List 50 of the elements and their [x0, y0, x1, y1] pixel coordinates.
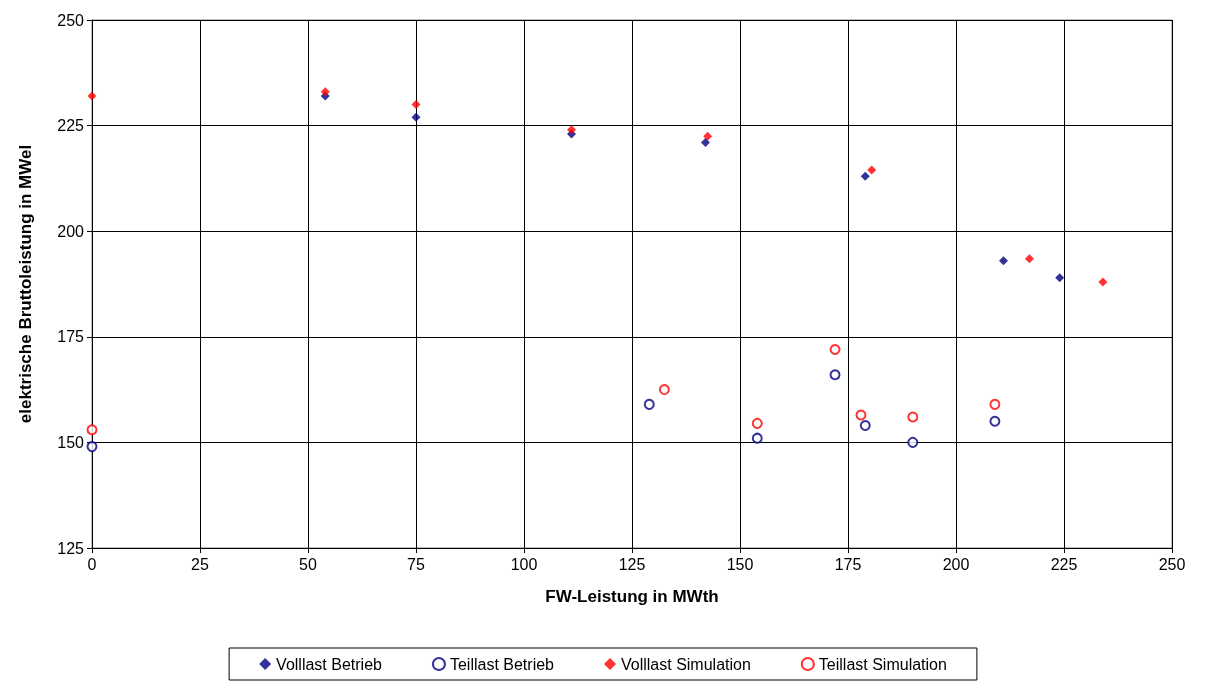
y-tick-label: 200 [57, 222, 85, 240]
point [643, 398, 655, 410]
x-tick-label: 200 [942, 555, 970, 573]
point [859, 420, 871, 431]
point [86, 424, 98, 436]
x-tick-label: 150 [726, 555, 754, 573]
legend-label: Teillast Betrieb [449, 655, 555, 673]
point [989, 398, 1001, 410]
point [411, 99, 421, 109]
point [1098, 277, 1108, 287]
point [829, 343, 841, 355]
point [860, 171, 870, 181]
point [751, 432, 763, 444]
point [86, 441, 98, 453]
x-axis-title: FW-Leistung in MWth [545, 587, 719, 606]
point [989, 415, 1001, 427]
point [867, 165, 877, 175]
x-tick-label: 175 [834, 555, 862, 573]
point [658, 384, 670, 396]
point [1024, 254, 1034, 264]
y-tick-label: 175 [57, 328, 85, 346]
legend-label: Volllast Betrieb [276, 655, 383, 673]
point [703, 131, 713, 141]
y-axis-title: elektrische Bruttoleistung in MWel [16, 144, 35, 424]
point [1055, 273, 1065, 283]
x-tick-label: 25 [191, 555, 209, 573]
point [855, 409, 867, 421]
point [700, 138, 710, 147]
point [567, 125, 577, 135]
x-tick-label: 75 [407, 555, 425, 573]
y-tick-label: 150 [57, 433, 85, 451]
point [320, 87, 330, 97]
y-tick-label: 125 [57, 539, 85, 557]
x-tick-label: 100 [510, 555, 538, 573]
point [829, 369, 841, 381]
x-tick-label: 0 [87, 555, 97, 573]
x-tick-label: 225 [1050, 555, 1078, 573]
point [751, 417, 763, 429]
legend-label: Volllast Simulation [620, 655, 751, 673]
point [999, 256, 1009, 266]
y-tick-label: 225 [57, 117, 85, 135]
point [87, 91, 97, 101]
y-tick-label: 250 [57, 11, 85, 29]
point [907, 436, 919, 448]
point [411, 112, 421, 122]
point [907, 411, 919, 423]
x-tick-label: 250 [1158, 555, 1186, 573]
legend-label: Teillast Simulation [818, 655, 947, 673]
x-tick-label: 50 [299, 555, 317, 573]
x-tick-label: 125 [618, 555, 646, 573]
